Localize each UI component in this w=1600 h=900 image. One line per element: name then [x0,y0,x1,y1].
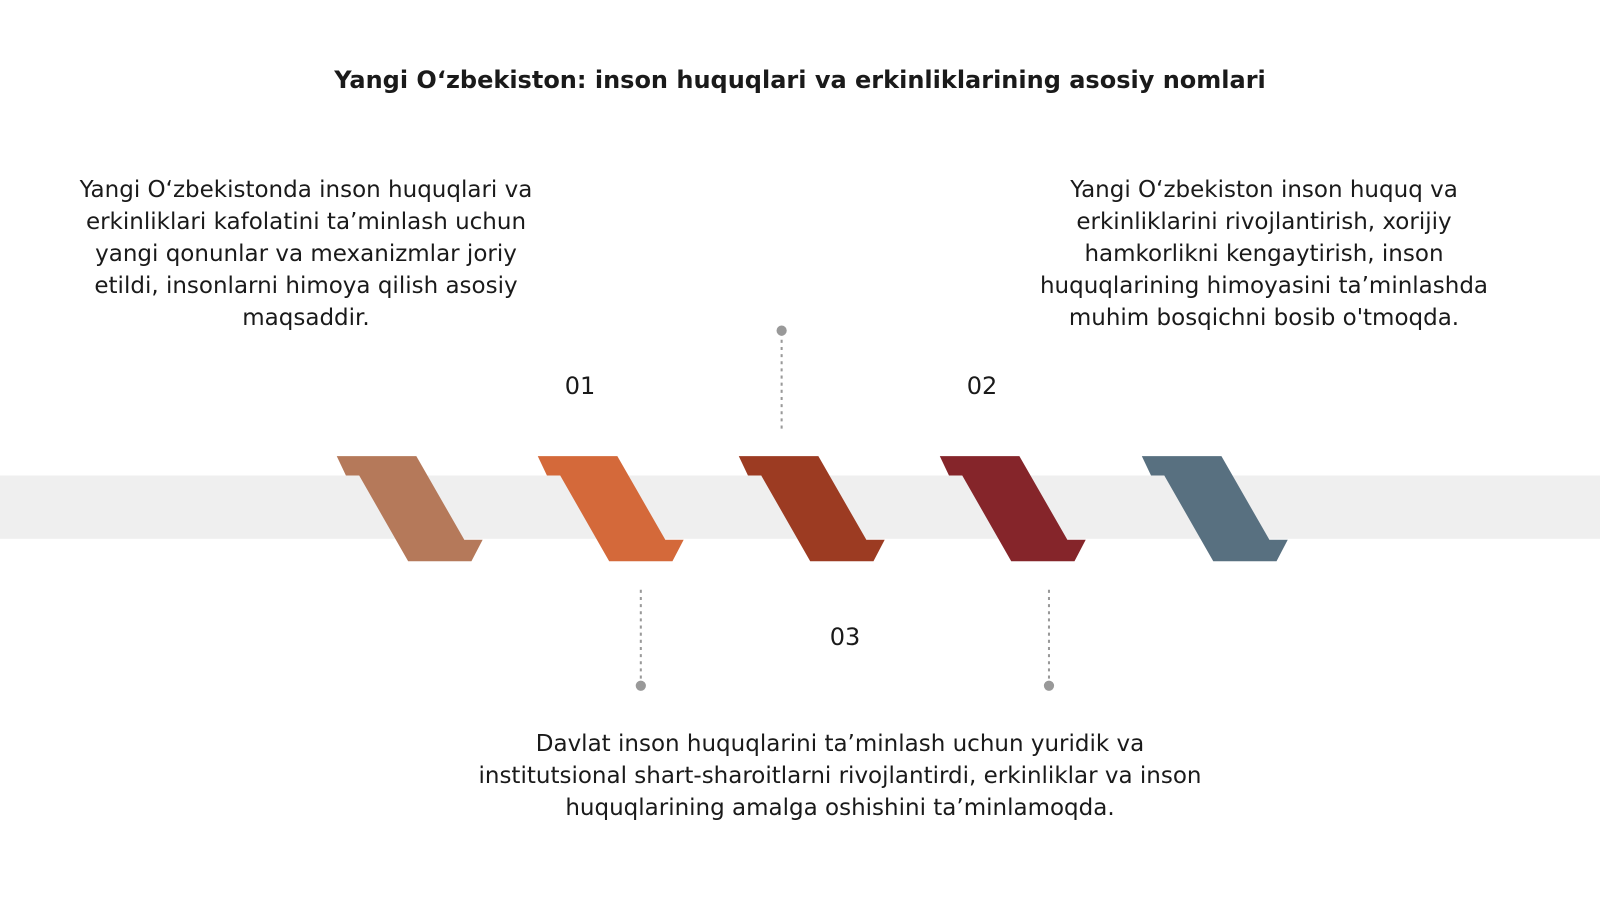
step-text: Yangi O‘zbekiston inson huquq va erkinli… [1039,177,1489,331]
step-number: 03 [829,623,861,651]
chevrons [336,456,1288,562]
dot [635,680,646,691]
step-number: 02 [966,372,998,400]
chevron [537,456,684,562]
chevron [1141,456,1288,562]
step-text: Yangi O‘zbekistonda inson huquqlari va e… [79,177,533,331]
chevron [738,456,885,562]
dot [776,325,787,336]
dot [1043,680,1055,691]
title: Yangi O‘zbekiston: inson huquqlari va er… [334,66,1266,94]
connectors [639,332,1050,684]
step-number: 01 [564,372,596,400]
chevron [939,456,1086,562]
step-text: Davlat inson huquqlarini ta’minlash uchu… [478,731,1202,821]
connector-dots [635,325,1055,691]
chevron [336,456,483,562]
